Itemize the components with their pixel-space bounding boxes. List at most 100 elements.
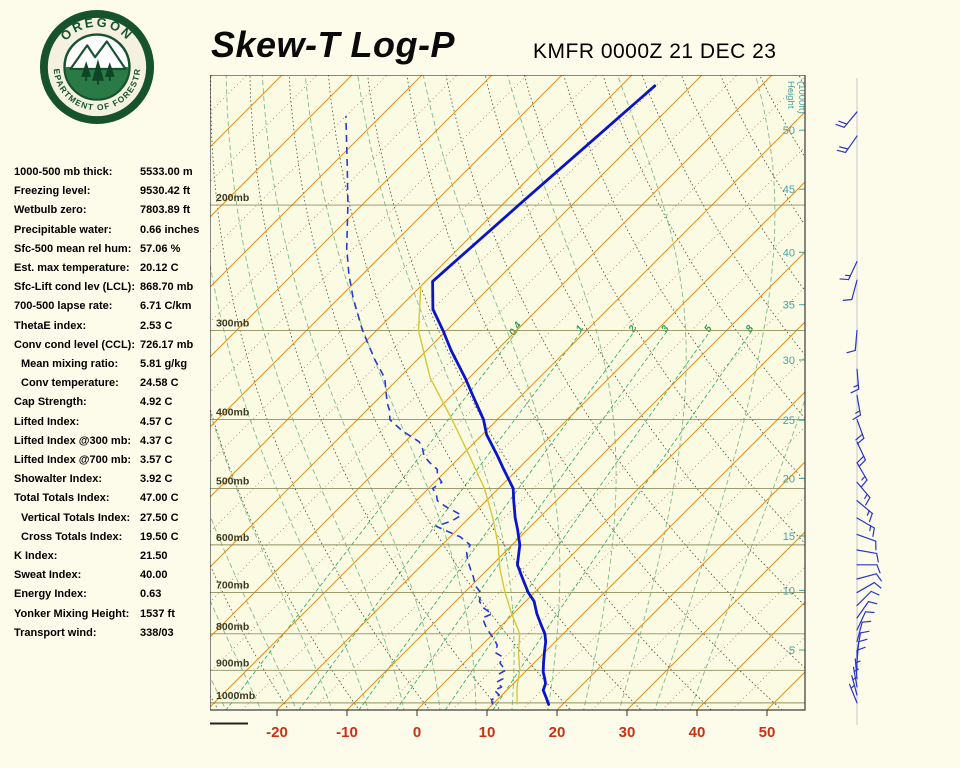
- stat-label: Conv temperature:: [21, 377, 119, 390]
- stat-row: Wetbulb zero: 7803.89 ft: [14, 201, 214, 220]
- height-tick-label: 25: [783, 415, 795, 427]
- mixing-ratio-label: 3: [659, 323, 671, 334]
- stat-value: 19.50 C: [140, 530, 179, 543]
- stat-value: 27.50 C: [140, 511, 179, 524]
- stat-row: 700-500 lapse rate: 6.71 C/km: [14, 297, 214, 316]
- stat-row: Cross Totals Index: 19.50 C: [14, 528, 214, 547]
- stat-label: Wetbulb zero:: [14, 204, 87, 217]
- stat-value: 5533.00 m: [140, 166, 193, 178]
- height-tick-label: 5: [789, 645, 795, 657]
- stat-value: 40.00: [140, 569, 168, 582]
- stat-row: Sfc-Lift cond lev (LCL): 868.70 mb: [14, 278, 214, 297]
- stat-row: Freezing level: 9530.42 ft: [14, 182, 214, 201]
- stat-row: Conv cond level (CCL): 726.17 mb: [14, 336, 214, 355]
- stat-value: 4.92 C: [140, 396, 173, 409]
- height-axis-title: (1000ft): [796, 81, 807, 114]
- temp-tick-label: 0: [413, 724, 421, 741]
- stat-label: Est. max temperature:: [14, 262, 130, 275]
- pressure-label: 600mb: [216, 532, 249, 544]
- temp-axis: -20 -10 0 10 20 30 40 50: [210, 710, 775, 741]
- stat-value: 4.57 C: [140, 415, 173, 428]
- station-time: KMFR 0000Z 21 DEC 23: [533, 40, 777, 63]
- stat-label: Freezing level:: [14, 185, 91, 198]
- stat-value: 3.57 C: [140, 454, 173, 467]
- height-tick-label: 40: [783, 247, 795, 259]
- stat-label: Conv cond level (CCL):: [14, 338, 136, 351]
- moist-adiabats: [210, 75, 805, 710]
- stat-row: Transport wind: 338/03: [14, 624, 214, 643]
- pressure-label: 800mb: [216, 621, 249, 633]
- logo-mountains-icon: [69, 40, 127, 71]
- height-tick-label: 35: [783, 300, 795, 312]
- stat-row: Precipitable water: 0.66 inches: [14, 221, 214, 240]
- pressure-label: 500mb: [216, 475, 249, 487]
- page-title: Skew-T Log-P: [211, 24, 456, 65]
- height-tick-label: 45: [783, 184, 795, 196]
- chart-border: [210, 75, 806, 711]
- pressure-label: 1000mb: [216, 690, 255, 702]
- mixing-ratio-label: 1: [574, 323, 586, 334]
- stat-label: Cap Strength:: [14, 396, 87, 409]
- wind-barbs: [835, 78, 882, 725]
- temp-tick-label: 40: [689, 724, 706, 741]
- stat-label: Sweat Index:: [14, 569, 82, 582]
- pressure-label: 700mb: [216, 580, 249, 592]
- pressure-label: 900mb: [216, 657, 249, 669]
- stat-label: K Index:: [14, 550, 58, 563]
- mixing-ratio-label: 5: [702, 323, 714, 334]
- stat-label: Mean mixing ratio:: [21, 358, 119, 371]
- mixing-ratio-lines: [225, 330, 753, 710]
- temp-tick-label: 50: [759, 724, 776, 741]
- stat-label: Lifted Index @700 mb:: [14, 454, 132, 467]
- isobars: [210, 204, 805, 704]
- stat-value: 9530.42 ft: [140, 185, 191, 198]
- stat-row: K Index: 21.50: [14, 547, 214, 566]
- height-axis: 50 45 40 35 30 25 20 15 10 5 Height (1000ft): [783, 81, 807, 657]
- pressure-label: 200mb: [216, 192, 249, 204]
- stat-value: 5.81 g/kg: [140, 358, 188, 371]
- height-tick-label: 20: [783, 473, 795, 485]
- stat-value: 6.71 C/km: [140, 300, 192, 313]
- stats-panel: 1000-500 mb thick: 5533.00 m Freezing leve…: [14, 163, 214, 643]
- stat-row: ThetaE index: 2.53 C: [14, 317, 214, 336]
- logo-scene: [65, 40, 129, 99]
- isotherms-minor: [210, 75, 805, 710]
- stat-label: Total Totals Index:: [14, 492, 110, 505]
- stat-value: 0.66 inches: [140, 223, 200, 236]
- stat-row: Lifted Index @700 mb: 3.57 C: [14, 451, 214, 470]
- temp-tick-label: -20: [266, 724, 288, 741]
- stat-row: Energy Index: 0.63: [14, 585, 214, 604]
- stat-label: Yonker Mixing Height:: [14, 607, 130, 620]
- stat-value: 0.63: [140, 588, 162, 601]
- stat-label: 700-500 lapse rate:: [14, 300, 113, 313]
- stat-row: Yonker Mixing Height: 1537 ft: [14, 605, 214, 624]
- stat-value: 3.92 C: [140, 473, 173, 486]
- stat-row: Cap Strength: 4.92 C: [14, 393, 214, 412]
- dewpoint-trace: [345, 116, 507, 705]
- stat-label: Sfc-Lift cond lev (LCL):: [14, 281, 135, 294]
- stat-value: 338/03: [140, 626, 174, 639]
- height-axis-title: Height: [785, 81, 796, 109]
- stat-label: Vertical Totals Index:: [21, 511, 131, 524]
- stat-value: 57.06 %: [140, 242, 181, 255]
- temperature-trace: [431, 84, 657, 706]
- stat-label: 1000-500 mb thick:: [14, 166, 113, 178]
- wetbulb-trace: [417, 286, 521, 705]
- pressure-label: 300mb: [216, 317, 249, 329]
- skewt-chart: 0.4 1 2 3 5 8200mb300mb400mb500mb600mb700mb80…: [210, 75, 882, 741]
- stat-row: Vertical Totals Index: 27.50 C: [14, 509, 214, 528]
- mixing-ratio-label: 8: [744, 323, 756, 334]
- stat-label: Transport wind:: [14, 626, 97, 639]
- temp-tick-label: -10: [336, 724, 358, 741]
- stat-value: 20.12 C: [140, 262, 179, 275]
- stat-row: Lifted Index @300 mb: 4.37 C: [14, 432, 214, 451]
- pressure-label: 400mb: [216, 406, 249, 418]
- isotherms: [210, 75, 805, 710]
- stat-label: ThetaE index:: [14, 319, 87, 332]
- stat-value: 7803.89 ft: [140, 204, 191, 217]
- stat-row: Sfc-500 mean rel hum: 57.06 %: [14, 240, 214, 259]
- chart-background: [210, 75, 805, 710]
- stat-value: 868.70 mb: [140, 281, 194, 294]
- pressure-labels: 200mb 300mb 400mb 500mb 600mb 700mb 800mb 900mb…: [216, 192, 255, 702]
- temp-tick-label: 10: [479, 724, 496, 741]
